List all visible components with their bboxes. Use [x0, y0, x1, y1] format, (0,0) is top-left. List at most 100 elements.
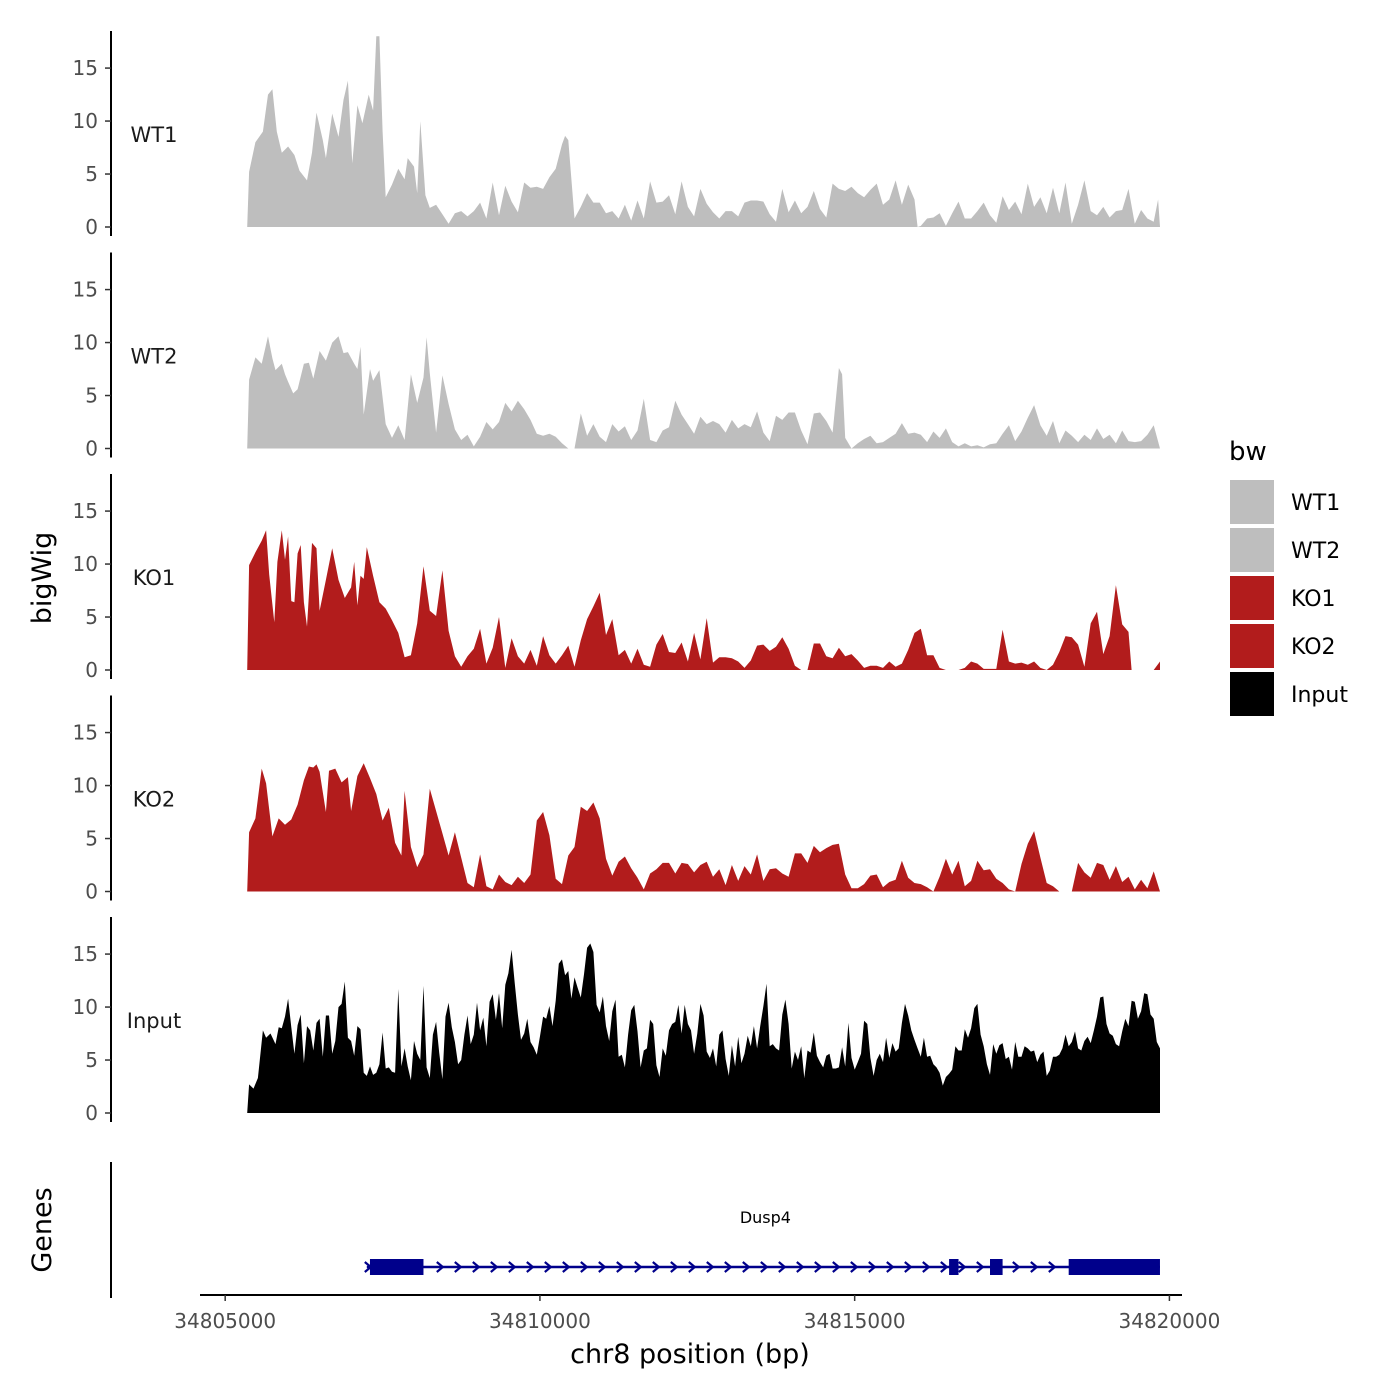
strand-arrow-32: [1012, 1261, 1021, 1273]
signal-tracks: 0 5 10 15 WT1 0 5 10 15 WT2 0 5 10 15 KO1 0 5 10 15 KO2 0 5 10…: [73, 31, 1160, 1125]
strand-arrow-5: [508, 1261, 517, 1273]
signal-area-ko2: [247, 763, 1160, 892]
gene-exon-2: [949, 1259, 959, 1275]
y-tick-label-wt1-0: 0: [85, 215, 98, 239]
strand-arrow-15: [688, 1261, 697, 1273]
x-axis: 34805000 34810000 34815000 34820000: [174, 1294, 1220, 1333]
strand-arrow-18: [742, 1261, 751, 1273]
strand-arrow-14: [670, 1261, 679, 1273]
strand-arrow-17: [724, 1261, 733, 1273]
y-tick-label-input-0: 0: [85, 1101, 98, 1125]
strand-arrow-8: [562, 1261, 571, 1273]
signal-area-input: [247, 943, 1160, 1113]
track-label-input: Input: [127, 1009, 181, 1033]
strand-arrow-33: [1030, 1261, 1039, 1273]
legend-label-input: Input: [1291, 683, 1348, 708]
track-label-ko1: KO1: [133, 566, 176, 590]
y-tick-label-ko1-10: 10: [73, 552, 98, 576]
y-tick-label-wt1-15: 15: [73, 56, 98, 80]
y-tick-label-wt2-10: 10: [73, 331, 98, 355]
legend-key-wt1: [1230, 480, 1274, 524]
y-tick-label-wt2-15: 15: [73, 278, 98, 302]
strand-arrow-25: [868, 1261, 877, 1273]
strand-arrow-28: [922, 1261, 931, 1273]
y-tick-label-wt2-0: 0: [85, 437, 98, 461]
track-ko1: 0 5 10 15 KO1: [73, 474, 1160, 682]
strand-arrow-6: [526, 1261, 535, 1273]
legend-key-ko1: [1230, 576, 1274, 620]
legend-label-ko1: KO1: [1291, 587, 1336, 612]
strand-arrow-3: [472, 1261, 481, 1273]
track-ko2: 0 5 10 15 KO2: [73, 695, 1160, 904]
y-tick-label-ko1-15: 15: [73, 499, 98, 523]
y-tick-label-wt1-10: 10: [73, 109, 98, 133]
y-tick-label-input-5: 5: [85, 1048, 98, 1072]
signal-area-wt1: [247, 36, 1160, 227]
strand-arrow-26: [886, 1261, 895, 1273]
strand-arrow-10: [598, 1261, 607, 1273]
track-label-wt1: WT1: [131, 123, 178, 147]
y-tick-label-ko2-0: 0: [85, 880, 98, 904]
strand-arrow-29: [940, 1261, 949, 1273]
gene-exon-1: [369, 1259, 424, 1275]
strand-arrow-12: [634, 1261, 643, 1273]
strand-arrow-21: [796, 1261, 805, 1273]
gene-panel: Dusp4: [110, 1162, 1160, 1298]
y-tick-label-ko1-0: 0: [85, 658, 98, 682]
track-wt2: 0 5 10 15 WT2: [73, 252, 1160, 461]
gene-name-label: Dusp4: [740, 1208, 791, 1227]
signal-area-ko1: [247, 530, 1160, 670]
track-input: 0 5 10 15 Input: [73, 917, 1160, 1125]
y-tick-label-input-15: 15: [73, 942, 98, 966]
legend-title: bw: [1229, 437, 1267, 467]
y-tick-label-input-10: 10: [73, 995, 98, 1019]
legend-items: WT1 WT2 KO1 KO2 Input: [1230, 480, 1348, 716]
genes-axis-title: Genes: [27, 1187, 58, 1272]
gene-model: [364, 1259, 1160, 1275]
track-label-wt2: WT2: [131, 345, 178, 369]
y-tick-label-wt1-5: 5: [85, 162, 98, 186]
strand-arrow-4: [490, 1261, 499, 1273]
strand-arrow-30: [958, 1261, 967, 1273]
y-tick-label-wt2-5: 5: [85, 384, 98, 408]
x-tick-label-34820000: 34820000: [1119, 1309, 1221, 1333]
y-tick-label-ko2-5: 5: [85, 827, 98, 851]
gene-exon-4: [1068, 1259, 1160, 1275]
legend-label-wt2: WT2: [1291, 539, 1340, 564]
x-axis-title: chr8 position (bp): [570, 1339, 810, 1370]
strand-arrow-23: [832, 1261, 841, 1273]
y-tick-label-ko1-5: 5: [85, 605, 98, 629]
track-label-ko2: KO2: [133, 788, 176, 812]
legend: bw WT1 WT2 KO1 KO2 Input: [1229, 437, 1348, 716]
gene-exon-3: [990, 1259, 1003, 1275]
signal-area-wt2: [247, 336, 1160, 449]
strand-arrow-19: [760, 1261, 769, 1273]
strand-arrow-11: [616, 1261, 625, 1273]
strand-arrow-31: [976, 1261, 985, 1273]
strand-arrow-34: [1048, 1261, 1057, 1273]
track-wt1: 0 5 10 15 WT1: [73, 31, 1160, 239]
legend-label-ko2: KO2: [1291, 635, 1336, 660]
strand-arrow-24: [850, 1261, 859, 1273]
strand-arrow-13: [652, 1261, 661, 1273]
strand-arrow-7: [544, 1261, 553, 1273]
legend-key-input: [1230, 672, 1274, 716]
strand-arrow-9: [580, 1261, 589, 1273]
x-tick-label-34815000: 34815000: [804, 1309, 906, 1333]
strand-arrow-27: [904, 1261, 913, 1273]
x-axis-ticks: 34805000 34810000 34815000 34820000: [174, 1295, 1220, 1333]
strand-arrow-2: [454, 1261, 463, 1273]
legend-key-ko2: [1230, 624, 1274, 668]
strand-arrow-16: [706, 1261, 715, 1273]
y-tick-label-ko2-10: 10: [73, 774, 98, 798]
y-tick-label-ko2-15: 15: [73, 721, 98, 745]
x-tick-label-34805000: 34805000: [174, 1309, 276, 1333]
legend-label-wt1: WT1: [1291, 491, 1340, 516]
x-tick-label-34810000: 34810000: [489, 1309, 591, 1333]
strand-arrow-20: [778, 1261, 787, 1273]
strand-arrow-22: [814, 1261, 823, 1273]
legend-key-wt2: [1230, 528, 1274, 572]
strand-arrow-1: [436, 1261, 445, 1273]
y-axis-title: bigWig: [27, 532, 58, 625]
